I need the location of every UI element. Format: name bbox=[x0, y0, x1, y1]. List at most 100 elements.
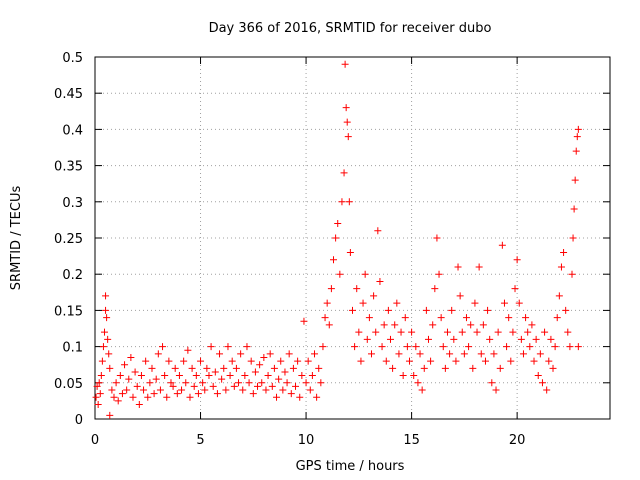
data-point bbox=[534, 372, 542, 380]
x-axis: 0 5 10 15 20 bbox=[91, 57, 525, 448]
data-point bbox=[553, 314, 561, 322]
data-point bbox=[194, 390, 202, 398]
data-point bbox=[469, 364, 477, 372]
data-point bbox=[526, 343, 534, 351]
data-point bbox=[370, 292, 378, 300]
data-point bbox=[560, 248, 568, 256]
data-point bbox=[178, 386, 186, 394]
data-point bbox=[570, 205, 578, 213]
data-point bbox=[237, 350, 245, 358]
data-point bbox=[513, 256, 521, 264]
data-point bbox=[389, 364, 397, 372]
data-point bbox=[243, 343, 251, 351]
data-point bbox=[543, 386, 551, 394]
data-point bbox=[245, 379, 253, 387]
data-point bbox=[538, 379, 546, 387]
data-point bbox=[190, 382, 198, 390]
data-point bbox=[156, 386, 164, 394]
y-tick-label: 0.25 bbox=[54, 232, 83, 247]
data-point bbox=[408, 328, 416, 336]
data-point bbox=[386, 335, 394, 343]
data-point bbox=[353, 285, 361, 293]
grid bbox=[95, 57, 610, 419]
data-point bbox=[258, 379, 266, 387]
data-point bbox=[573, 133, 581, 141]
data-point bbox=[175, 372, 183, 380]
data-point bbox=[484, 306, 492, 314]
y-tick-label: 0.45 bbox=[54, 87, 83, 102]
data-point bbox=[435, 270, 443, 278]
data-point bbox=[207, 343, 215, 351]
data-point bbox=[412, 343, 420, 351]
data-point bbox=[186, 393, 194, 401]
data-point bbox=[571, 176, 579, 184]
data-point bbox=[490, 350, 498, 358]
data-point bbox=[173, 390, 181, 398]
data-point bbox=[98, 357, 106, 365]
data-point bbox=[270, 364, 278, 372]
data-point bbox=[439, 343, 447, 351]
data-point bbox=[488, 379, 496, 387]
data-point bbox=[555, 292, 563, 300]
data-point bbox=[188, 364, 196, 372]
data-point bbox=[341, 60, 349, 68]
data-point bbox=[317, 379, 325, 387]
y-tick-label: 0.15 bbox=[54, 304, 83, 319]
data-point bbox=[92, 393, 100, 401]
y-axis-title: SRMTID / TECUs bbox=[9, 186, 24, 291]
data-point bbox=[239, 386, 247, 394]
data-point bbox=[349, 306, 356, 314]
data-point bbox=[277, 357, 285, 365]
data-point bbox=[325, 321, 333, 329]
data-point bbox=[507, 357, 515, 365]
data-point bbox=[116, 372, 124, 380]
data-point bbox=[330, 256, 338, 264]
data-point bbox=[471, 299, 479, 307]
data-point bbox=[241, 372, 249, 380]
data-point bbox=[452, 357, 460, 365]
data-point bbox=[363, 335, 371, 343]
data-point bbox=[123, 386, 131, 394]
data-point bbox=[209, 382, 217, 390]
data-point bbox=[500, 299, 508, 307]
data-point bbox=[509, 328, 517, 336]
data-point bbox=[414, 379, 422, 387]
x-tick-label: 5 bbox=[196, 433, 204, 448]
data-point bbox=[374, 227, 382, 235]
data-point bbox=[289, 364, 297, 372]
data-point bbox=[165, 357, 173, 365]
data-point bbox=[562, 306, 570, 314]
data-point bbox=[460, 350, 468, 358]
data-point bbox=[454, 263, 462, 271]
data-point bbox=[159, 343, 167, 351]
data-point bbox=[450, 335, 458, 343]
data-point bbox=[281, 368, 289, 376]
data-point bbox=[524, 328, 532, 336]
data-point bbox=[473, 328, 481, 336]
data-point bbox=[304, 357, 312, 365]
data-point bbox=[129, 393, 137, 401]
data-point bbox=[315, 364, 323, 372]
data-point bbox=[211, 368, 219, 376]
data-point bbox=[100, 328, 108, 336]
data-point bbox=[462, 314, 470, 322]
data-point bbox=[395, 350, 403, 358]
data-point bbox=[393, 299, 401, 307]
data-point bbox=[169, 382, 177, 390]
data-point bbox=[97, 372, 105, 380]
plot-frame bbox=[94, 56, 611, 420]
x-tick-label: 15 bbox=[403, 433, 420, 448]
data-point bbox=[528, 321, 536, 329]
data-point bbox=[467, 321, 475, 329]
data-point bbox=[401, 314, 409, 322]
data-point bbox=[311, 350, 319, 358]
y-tick-label: 0.3 bbox=[62, 196, 83, 211]
data-point bbox=[399, 372, 407, 380]
data-point bbox=[256, 361, 264, 369]
data-point bbox=[437, 314, 445, 322]
data-point bbox=[125, 375, 133, 383]
data-point bbox=[536, 350, 544, 358]
data-point bbox=[152, 375, 160, 383]
data-point bbox=[498, 241, 506, 249]
data-point bbox=[323, 299, 331, 307]
